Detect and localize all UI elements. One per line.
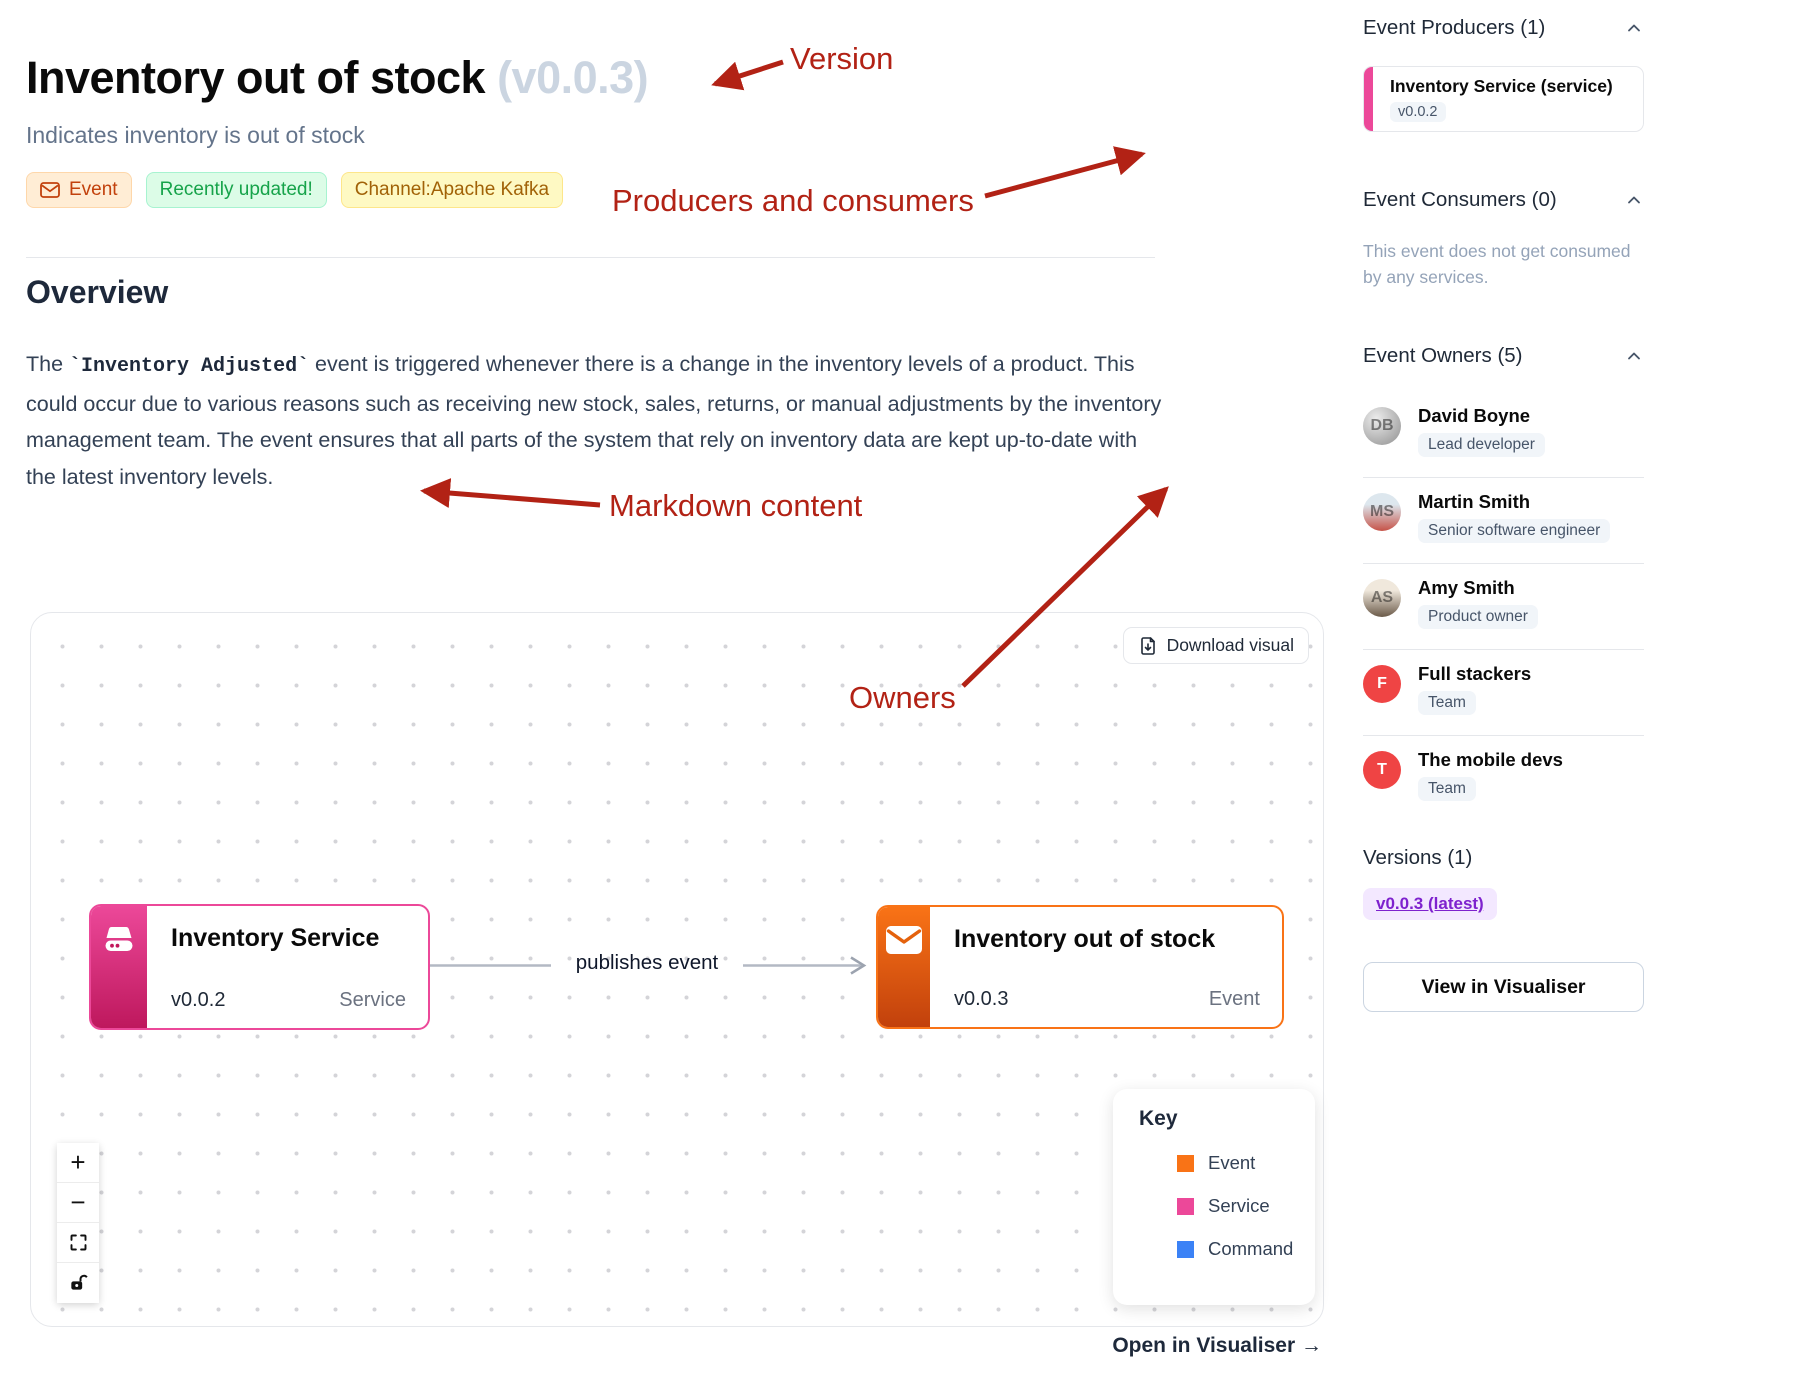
lock-toggle-button[interactable] (57, 1263, 99, 1303)
owner-role-badge: Team (1418, 691, 1476, 715)
service-node-strip (91, 906, 147, 1028)
owner-row[interactable]: F Full stackers Team (1363, 650, 1644, 736)
service-node-type: Service (339, 989, 406, 1011)
envelope-icon (885, 925, 923, 1027)
legend-key-panel: Key Event Service Command (1113, 1089, 1315, 1305)
inline-code: `Inventory Adjusted` (69, 355, 310, 378)
consumers-empty-text: This event does not get consumed by any … (1363, 241, 1631, 287)
key-item-command: Command (1177, 1238, 1315, 1260)
event-version: (v0.0.3) (497, 52, 649, 103)
chevron-up-icon[interactable] (1624, 346, 1644, 366)
owner-role-badge: Team (1418, 777, 1476, 801)
avatar: MS (1363, 493, 1401, 531)
producer-version-badge: v0.0.2 (1390, 102, 1446, 122)
owner-role-badge: Product owner (1418, 605, 1538, 629)
service-color-swatch (1177, 1197, 1194, 1215)
annotation-producers-consumers: Producers and consumers (612, 183, 974, 218)
fit-view-button[interactable] (57, 1223, 99, 1263)
badge-row: Event Recently updated! Channel:Apache K… (26, 172, 564, 208)
fullscreen-icon (68, 1232, 89, 1253)
zoom-out-button[interactable]: − (57, 1183, 99, 1223)
owner-name: Martin Smith (1418, 491, 1531, 512)
event-color-swatch (1177, 1154, 1194, 1172)
event-node-strip (878, 907, 930, 1027)
server-icon (101, 924, 137, 1028)
service-node[interactable]: Inventory Service v0.0.2 Service (89, 904, 430, 1030)
avatar: DB (1363, 407, 1401, 445)
event-title: Inventory out of stock (26, 52, 486, 103)
service-node-title: Inventory Service (171, 924, 380, 952)
event-node-version: v0.0.3 (954, 988, 1009, 1010)
owner-name: Full stackers (1418, 663, 1532, 684)
producer-card[interactable]: Inventory Service (service) v0.0.2 (1363, 66, 1644, 132)
avatar: F (1363, 665, 1401, 703)
versions-section-heading: Versions (1) (1363, 846, 1473, 869)
annotation-version: Version (790, 41, 894, 76)
owner-role-badge: Lead developer (1418, 433, 1545, 457)
sidebar: Event Producers (1) Inventory Service (s… (1363, 0, 1644, 1392)
owner-role-badge: Senior software engineer (1418, 519, 1611, 543)
key-title: Key (1139, 1107, 1178, 1130)
open-in-visualiser-link[interactable]: Open in Visualiser → (1112, 1334, 1322, 1357)
view-in-visualiser-button[interactable]: View in Visualiser (1363, 962, 1644, 1012)
canvas-controls: + − (57, 1143, 99, 1303)
version-latest-link[interactable]: v0.0.3 (latest) (1363, 888, 1497, 920)
header-divider (26, 257, 1155, 258)
owner-row[interactable]: AS Amy Smith Product owner (1363, 564, 1644, 650)
overview-heading: Overview (26, 274, 169, 310)
event-type-badge: Event (26, 172, 132, 208)
service-node-version: v0.0.2 (171, 989, 226, 1011)
chevron-up-icon[interactable] (1624, 190, 1644, 210)
owner-name: Amy Smith (1418, 577, 1515, 598)
edge-line (426, 956, 867, 975)
event-node-title: Inventory out of stock (954, 925, 1216, 953)
recently-updated-badge: Recently updated! (145, 172, 327, 208)
unlock-icon (68, 1273, 88, 1293)
avatar: T (1363, 751, 1401, 789)
owner-name: The mobile devs (1418, 749, 1563, 770)
avatar: AS (1363, 579, 1401, 617)
command-color-swatch (1177, 1240, 1194, 1258)
owner-name: David Boyne (1418, 405, 1531, 426)
paragraph-text: The (26, 352, 70, 376)
chevron-up-icon[interactable] (1624, 18, 1644, 38)
owner-row[interactable]: T The mobile devs Team (1363, 736, 1644, 822)
event-node-type: Event (1208, 988, 1260, 1010)
consumers-section-heading: Event Consumers (0) (1363, 188, 1644, 212)
overview-paragraph: The `Inventory Adjusted` event is trigge… (26, 346, 1162, 495)
owner-row[interactable]: DB David Boyne Lead developer (1363, 392, 1644, 478)
diagram-canvas[interactable]: publishes event Download visual Inven (30, 612, 1324, 1327)
key-item-event: Event (1177, 1152, 1315, 1174)
zoom-in-button[interactable]: + (57, 1143, 99, 1183)
envelope-icon (40, 182, 60, 198)
page-title: Inventory out of stock (v0.0.3) (26, 52, 649, 104)
producer-name: Inventory Service (service) (1390, 76, 1613, 96)
owners-section-heading: Event Owners (5) (1363, 344, 1644, 368)
service-color-bar (1364, 67, 1373, 131)
event-node[interactable]: Inventory out of stock v0.0.3 Event (876, 905, 1284, 1029)
edge-label: publishes event (575, 951, 719, 974)
paragraph-text: event is triggered whenever there is a c… (26, 352, 1162, 489)
owners-list: DB David Boyne Lead developer MS Martin … (1363, 392, 1644, 822)
owner-row[interactable]: MS Martin Smith Senior software engineer (1363, 478, 1644, 564)
producers-section-heading: Event Producers (1) (1363, 16, 1644, 40)
channel-badge: Channel:Apache Kafka (340, 172, 564, 208)
key-item-service: Service (1177, 1195, 1315, 1217)
page-subtitle: Indicates inventory is out of stock (26, 122, 365, 148)
